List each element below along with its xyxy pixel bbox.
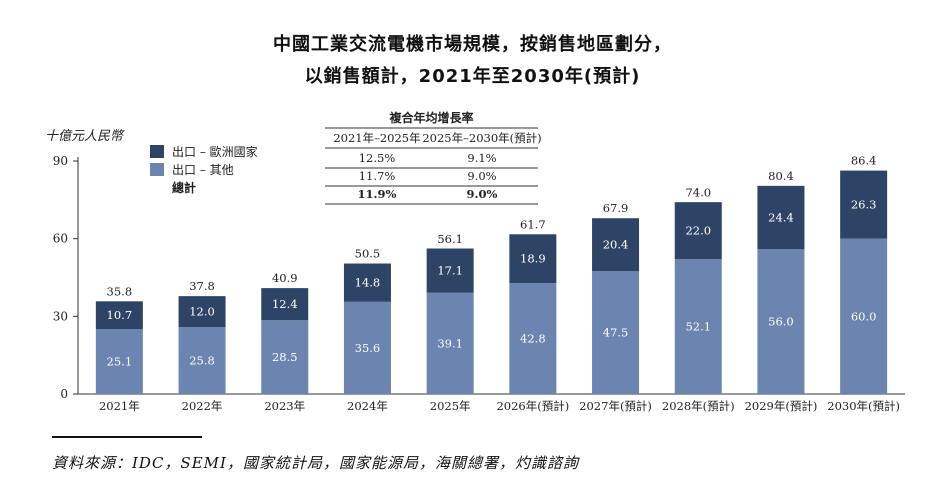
x-tick-label: 2029年(預計)	[745, 399, 818, 413]
data-label-europe: 14.8	[355, 276, 381, 290]
x-tick-label: 2024年	[347, 399, 388, 413]
legend-swatch-europe	[150, 145, 164, 158]
x-tick-label: 2027年(預計)	[579, 399, 652, 413]
data-label-europe: 17.1	[437, 264, 463, 278]
total-label: 50.5	[355, 246, 381, 260]
bar-segment-europe	[261, 288, 309, 321]
data-label-other: 47.5	[603, 326, 629, 340]
data-label-other: 56.0	[768, 315, 794, 329]
bar-segment-other	[261, 320, 309, 394]
data-label-other: 39.1	[437, 336, 463, 350]
total-label: 37.8	[189, 279, 215, 293]
x-tick-label: 2026年(預計)	[496, 399, 569, 413]
data-label-other: 60.0	[851, 309, 877, 323]
x-tick-label: 2021年	[99, 399, 140, 413]
bar-segment-europe	[757, 185, 805, 250]
data-label-other: 42.8	[520, 332, 546, 346]
bar-segment-other	[509, 283, 557, 394]
total-label: 40.9	[272, 271, 298, 285]
cagr-value-2025-2030: 9.1%	[467, 151, 496, 165]
bar-segment-other	[178, 327, 226, 394]
bar-segment-other	[757, 249, 805, 394]
data-label-europe: 12.0	[189, 305, 215, 319]
data-label-other: 52.1	[685, 320, 711, 334]
total-label: 74.0	[685, 185, 711, 199]
bar-segment-other	[840, 238, 888, 394]
chart-title-line-1: 中國工業交流電機市場規模，按銷售地區劃分，	[273, 34, 672, 55]
cagr-header-2021-2025: 2021年–2025年	[333, 131, 420, 145]
total-label: 80.4	[768, 169, 794, 183]
bar-segment-europe	[95, 301, 143, 330]
bar-segment-europe	[178, 296, 226, 328]
total-label: 61.7	[520, 217, 546, 231]
bar-segment-other	[95, 329, 143, 394]
legend-swatch-other	[150, 163, 164, 176]
total-label: 56.1	[437, 232, 463, 246]
data-label-europe: 10.7	[107, 308, 133, 322]
data-label-other: 28.5	[272, 350, 298, 364]
x-tick-label: 2025年	[430, 399, 471, 413]
bar-segment-other	[426, 292, 474, 394]
x-tick-label: 2028年(預計)	[662, 399, 735, 413]
bar-segment-europe	[840, 170, 888, 239]
source-note: 資料來源：IDC，SEMI，國家統計局，國家能源局，海關總署，灼識諮詢	[52, 454, 579, 472]
cagr-value-2025-2030: 9.0%	[467, 169, 496, 183]
bar-segment-europe	[509, 234, 557, 284]
cagr-value-2021-2025: 11.9%	[358, 187, 397, 201]
chart-title-line-2: 以銷售額計，2021年至2030年(預計)	[304, 66, 641, 87]
x-tick-label: 2022年	[182, 399, 223, 413]
data-label-europe: 26.3	[851, 198, 877, 212]
total-label: 35.8	[107, 284, 133, 298]
bar-segment-other	[343, 301, 391, 394]
bar-segment-other	[674, 259, 722, 394]
cagr-value-2021-2025: 11.7%	[359, 169, 396, 183]
total-label: 86.4	[851, 153, 877, 167]
cagr-header-2025-2030: 2025年–2030年(預計)	[422, 131, 541, 145]
cagr-value-2025-2030: 9.0%	[467, 187, 498, 201]
x-tick-label: 2030年(預計)	[827, 399, 900, 413]
y-tick-label: 60	[53, 232, 68, 246]
footer-divider	[52, 436, 202, 438]
legend-label-total: 總計	[172, 180, 196, 195]
data-label-other: 35.6	[355, 341, 381, 355]
bar-segment-europe	[343, 263, 391, 302]
y-tick-label: 0	[60, 387, 68, 401]
y-tick-label: 90	[53, 154, 68, 168]
bar-segment-europe	[426, 248, 474, 293]
bar-segment-other	[592, 271, 640, 394]
bar-segment-europe	[674, 202, 722, 260]
data-label-europe: 20.4	[603, 238, 629, 252]
x-tick-label: 2023年	[264, 399, 305, 413]
cagr-table-title: 複合年均增長率	[388, 110, 473, 125]
data-label-europe: 18.9	[520, 252, 546, 266]
data-label-europe: 12.4	[272, 297, 298, 311]
data-label-other: 25.8	[189, 354, 215, 368]
total-label: 67.9	[603, 201, 629, 215]
cagr-value-2021-2025: 12.5%	[359, 151, 396, 165]
data-label-europe: 22.0	[685, 224, 711, 238]
legend-label-other: 出口 – 其他	[172, 163, 234, 177]
bar-segment-europe	[592, 218, 640, 272]
legend-label-europe: 出口 – 歐洲國家	[172, 144, 258, 159]
stacked-bar-chart: 十億元人民幣 0 30 60 90 25.1 10.7 35.8 2021年 25.8 12.0 37…	[45, 110, 905, 413]
data-label-other: 25.1	[107, 355, 133, 369]
y-tick-label: 30	[53, 309, 68, 323]
data-label-europe: 24.4	[768, 210, 794, 224]
y-axis-label: 十億元人民幣	[45, 129, 125, 144]
